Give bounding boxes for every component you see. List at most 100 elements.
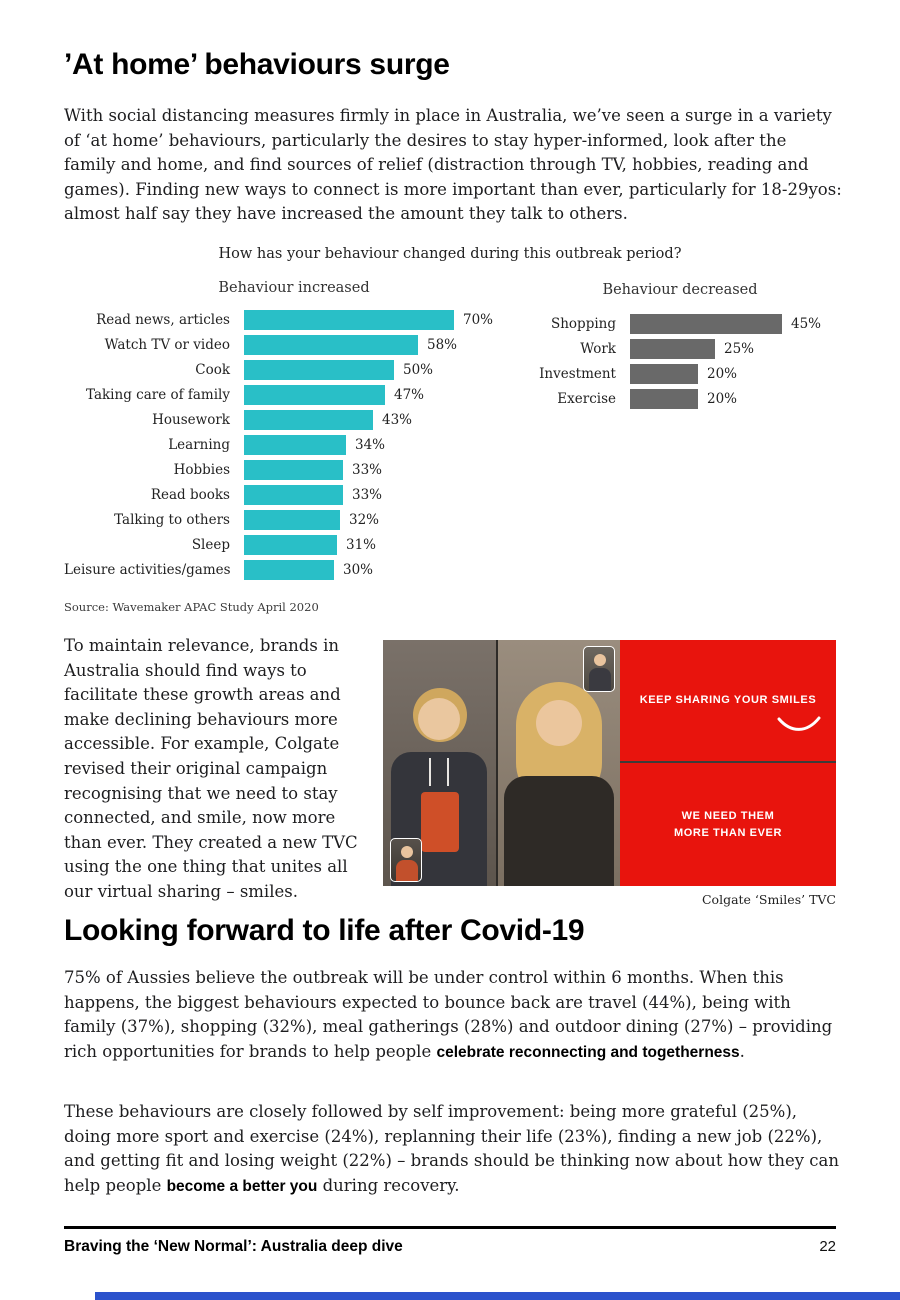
bar-value-label: 32% (349, 512, 380, 528)
bar-category-label: Hobbies (173, 462, 230, 478)
bar-value-label: 33% (352, 487, 383, 503)
bar-row: Read books 33% (64, 485, 493, 505)
chart-decreased-title: Behaviour decreased (602, 282, 758, 298)
video-call-frame-left (383, 640, 496, 886)
image-caption: Colgate ‘Smiles’ TVC (701, 892, 836, 907)
bar (630, 389, 698, 409)
ad-panel-bottom: WE NEED THEM MORE THAN EVER (620, 763, 836, 886)
footer: Braving the ‘New Normal’: Australia deep… (64, 1238, 836, 1256)
bar-row: Shopping 45% (535, 314, 821, 334)
ad-slogan-bottom: WE NEED THEM MORE THAN EVER (673, 809, 783, 839)
source-note: Source: Wavemaker APAC Study April 2020 (64, 600, 319, 614)
bar-row: Taking care of family 47% (64, 385, 493, 405)
bar-row: Work 25% (535, 339, 821, 359)
hoodie-drawstring (429, 758, 431, 786)
bar-value-label: 43% (382, 412, 413, 428)
intro-paragraph: With social distancing measures firmly i… (64, 106, 842, 224)
bar (244, 385, 385, 405)
colgate-paragraph: To maintain relevance, brands in Austral… (64, 636, 358, 901)
bar-value-label: 30% (343, 562, 374, 578)
bar (244, 335, 418, 355)
bar-value-label: 47% (394, 387, 425, 403)
person-face (536, 700, 582, 746)
paragraph-text: . (739, 1041, 745, 1061)
bar-value-label: 58% (427, 337, 458, 353)
highlight-text: become a better you (166, 1177, 318, 1195)
video-call-frame-right (498, 640, 620, 886)
bar (244, 460, 343, 480)
bar (244, 410, 373, 430)
bar-category-label: Watch TV or video (104, 337, 230, 353)
paragraph-text: These behaviours are closely followed by… (64, 1102, 839, 1195)
bar-category-label: Talking to others (114, 512, 230, 528)
bar-row: Sleep 31% (64, 535, 493, 555)
bar-row: Watch TV or video 58% (64, 335, 493, 355)
bar-value-label: 20% (707, 391, 738, 407)
bar-category-label: Housework (152, 412, 230, 428)
bar-value-label: 45% (791, 316, 822, 332)
hoodie-graphic (421, 792, 459, 852)
survey-question: How has your behaviour changed during th… (218, 246, 682, 262)
behaviour-decreased-chart: Shopping 45% Work 25% Investment 20% Exercise 2… (535, 314, 821, 414)
ad-slogan-top: KEEP SHARING YOUR SMILES (639, 694, 817, 706)
bar (630, 364, 698, 384)
bar-category-label: Shopping (550, 316, 616, 332)
bar-row: Learning 34% (64, 435, 493, 455)
bar-category-label: Read news, articles (96, 312, 230, 328)
bar-value-label: 33% (352, 462, 383, 478)
footer-title: Braving the ‘New Normal’: Australia deep… (64, 1238, 403, 1255)
bottom-accent-bar (95, 1292, 900, 1300)
bar (244, 535, 337, 555)
bar-category-label: Learning (168, 437, 230, 453)
paragraph-text: during recovery. (317, 1175, 460, 1195)
bar (244, 360, 394, 380)
smile-icon (777, 716, 821, 731)
bar-category-label: Cook (195, 362, 230, 378)
person-top (589, 668, 611, 691)
bar-value-label: 20% (707, 366, 738, 382)
colgate-tvc-image: KEEP SHARING YOUR SMILES WE NEED THEM MO… (383, 640, 836, 886)
behaviour-increased-chart: Read news, articles 70% Watch TV or video 5… (64, 310, 493, 585)
footer-divider (64, 1226, 836, 1229)
person-top (504, 776, 614, 886)
bar (244, 310, 454, 330)
bar-row: Housework 43% (64, 410, 493, 430)
bar-row: Investment 20% (535, 364, 821, 384)
section-title: Looking forward to life after Covid-19 (64, 914, 585, 947)
video-call-self-view (390, 838, 422, 882)
bar-value-label: 34% (355, 437, 386, 453)
bar-value-label: 25% (724, 341, 755, 357)
highlight-text: celebrate reconnecting and togetherness (436, 1043, 740, 1061)
page-title: ’At home’ behaviours surge (64, 48, 450, 81)
video-call-thumbnail-top (583, 646, 615, 692)
bar-row: Cook 50% (64, 360, 493, 380)
bar (244, 510, 340, 530)
paragraph-text: 75% of Aussies believe the outbreak will… (64, 968, 833, 1061)
person-face (594, 654, 606, 666)
bar-category-label: Investment (539, 366, 616, 382)
person-face (401, 846, 413, 858)
person-top (396, 860, 418, 881)
bar-value-label: 70% (463, 312, 494, 328)
forward-paragraph-2: These behaviours are closely followed by… (64, 1100, 842, 1199)
bar (630, 314, 782, 334)
forward-paragraph-1: 75% of Aussies believe the outbreak will… (64, 966, 842, 1065)
bar-row: Hobbies 33% (64, 460, 493, 480)
bar (244, 435, 346, 455)
bar-category-label: Work (580, 341, 616, 357)
bar-row: Leisure activities/games 30% (64, 560, 493, 580)
bar-category-label: Leisure activities/games (64, 562, 231, 578)
bar-row: Exercise 20% (535, 389, 821, 409)
bar-category-label: Exercise (557, 391, 616, 407)
person-face (418, 698, 460, 740)
video-call-photo (383, 640, 620, 886)
bar-value-label: 31% (346, 537, 377, 553)
page-number: 22 (819, 1238, 836, 1255)
bar-row: Read news, articles 70% (64, 310, 493, 330)
bar-category-label: Read books (150, 487, 230, 503)
hoodie-drawstring (447, 758, 449, 786)
bar-row: Talking to others 32% (64, 510, 493, 530)
chart-increased-title: Behaviour increased (218, 280, 370, 296)
bar (244, 485, 343, 505)
